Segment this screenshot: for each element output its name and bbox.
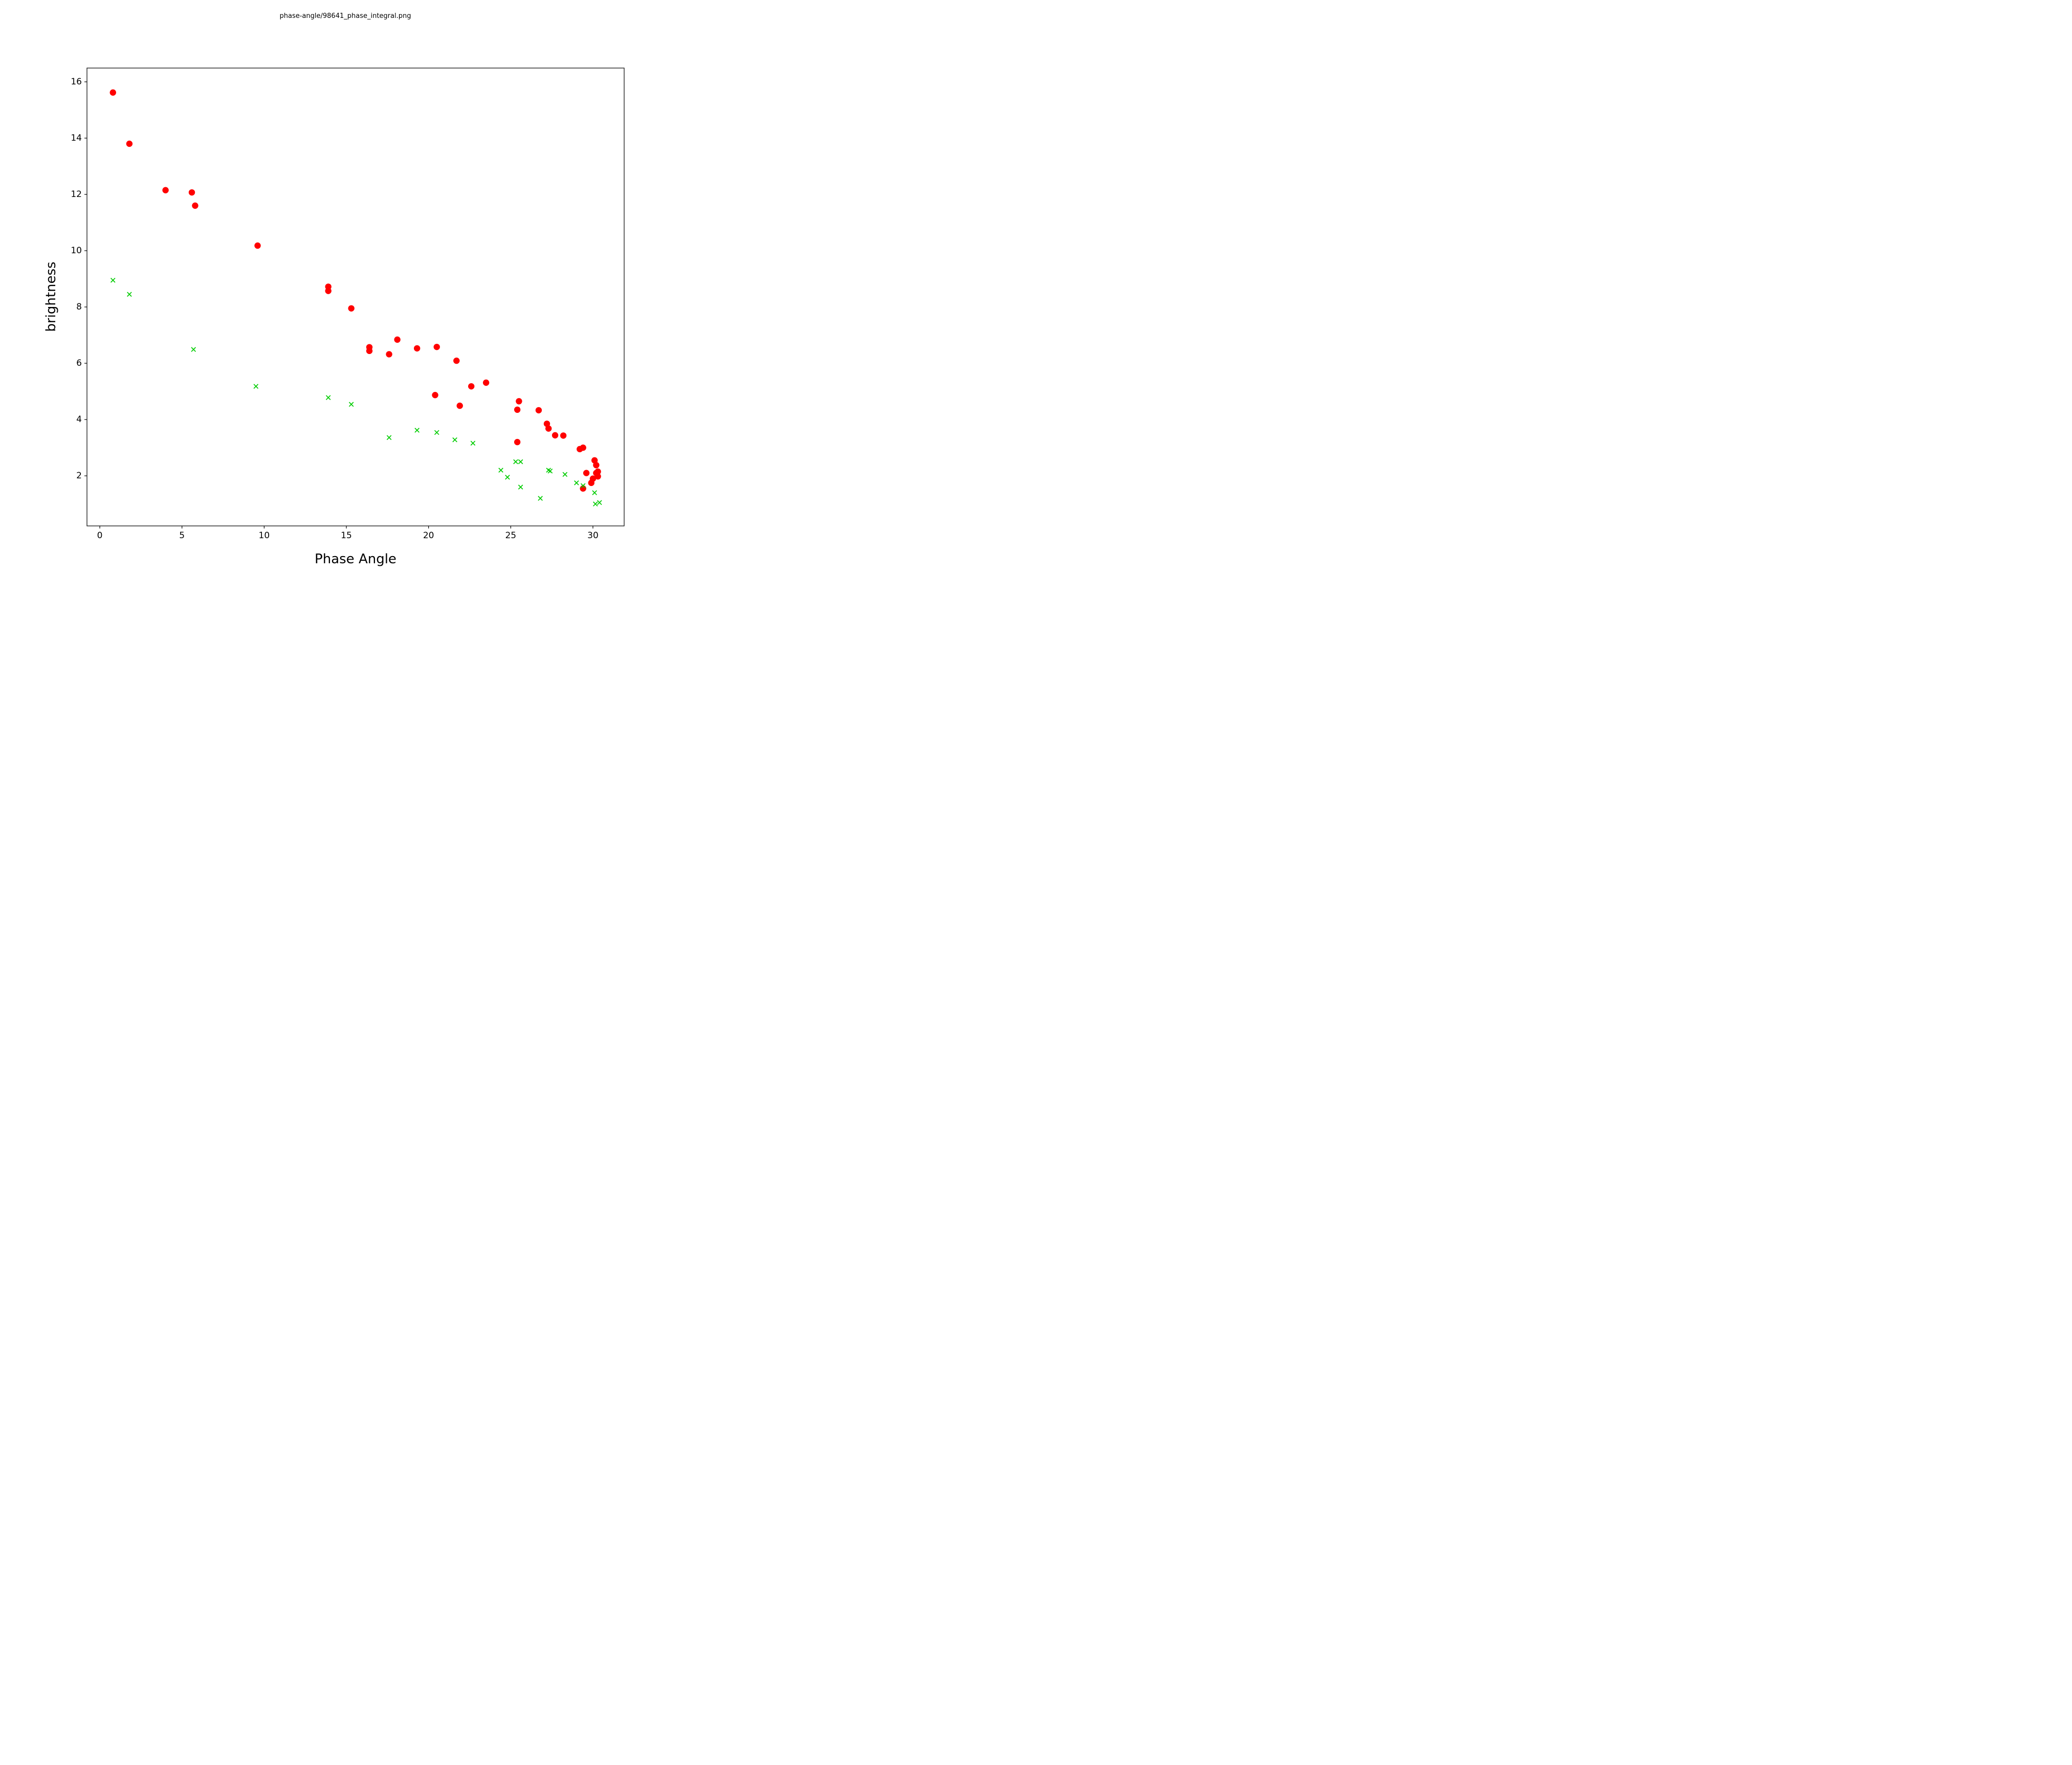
data-point-red-circles xyxy=(591,457,598,464)
x-axis-label: Phase Angle xyxy=(315,551,396,567)
y-tick-label: 10 xyxy=(71,246,82,256)
data-point-red-circles xyxy=(516,398,522,405)
x-tick-label: 20 xyxy=(423,531,434,541)
data-point-red-circles xyxy=(545,425,552,432)
data-point-red-circles xyxy=(386,351,392,358)
data-point-red-circles xyxy=(594,473,601,480)
data-point-red-circles xyxy=(583,470,590,476)
x-tick-label: 15 xyxy=(341,531,352,541)
data-point-red-circles xyxy=(535,407,542,414)
y-tick-label: 2 xyxy=(76,471,82,481)
data-point-red-circles xyxy=(433,343,440,350)
data-point-red-circles xyxy=(413,345,421,352)
data-point-green-x xyxy=(386,435,392,440)
y-tick-label: 14 xyxy=(71,133,82,143)
x-tick-label: 5 xyxy=(179,531,185,541)
data-point-green-x xyxy=(592,490,597,495)
data-point-red-circles xyxy=(456,402,463,409)
data-point-red-circles xyxy=(394,336,401,343)
data-point-green-x xyxy=(513,459,518,465)
data-point-red-circles xyxy=(254,242,261,249)
y-tick-label: 16 xyxy=(71,77,82,87)
data-point-red-circles xyxy=(593,461,600,469)
x-tick-label: 10 xyxy=(259,531,270,541)
data-point-green-x xyxy=(547,468,553,474)
data-point-green-x xyxy=(538,496,543,501)
data-point-green-x xyxy=(518,459,523,465)
x-tick-label: 25 xyxy=(505,531,516,541)
data-point-green-x xyxy=(434,430,439,435)
y-tick-label: 6 xyxy=(76,358,82,368)
data-point-green-x xyxy=(452,437,457,443)
y-axis-label: brightness xyxy=(43,261,59,332)
data-point-red-circles xyxy=(126,140,133,147)
y-tick-label: 12 xyxy=(71,189,82,200)
x-tick-label: 30 xyxy=(587,531,599,541)
data-point-red-circles xyxy=(325,288,332,294)
data-point-red-circles xyxy=(543,421,550,427)
data-point-red-circles xyxy=(453,357,460,364)
data-point-red-circles xyxy=(162,187,169,193)
data-point-green-x xyxy=(253,384,259,389)
data-point-red-circles xyxy=(109,89,116,96)
data-point-red-circles xyxy=(514,438,521,446)
data-point-red-circles xyxy=(552,432,559,439)
data-point-green-x xyxy=(110,277,116,283)
data-point-green-x xyxy=(562,472,568,477)
data-point-red-circles xyxy=(560,432,567,439)
data-point-red-circles xyxy=(482,379,490,386)
data-point-red-circles xyxy=(589,475,597,482)
axes-frame xyxy=(86,68,625,526)
data-point-green-x xyxy=(597,500,602,505)
data-point-red-circles xyxy=(188,189,195,196)
data-point-green-x xyxy=(470,440,476,446)
data-point-green-x xyxy=(325,395,331,400)
y-tick-label: 4 xyxy=(76,414,82,425)
data-point-green-x xyxy=(191,347,196,352)
figure-title: phase-angle/98641_phase_integral.png xyxy=(279,12,411,20)
data-point-green-x xyxy=(498,468,503,473)
data-point-green-x xyxy=(348,402,354,407)
data-point-red-circles xyxy=(192,202,199,209)
y-tick-label: 8 xyxy=(76,302,82,312)
data-point-green-x xyxy=(127,292,132,297)
data-point-red-circles xyxy=(366,347,373,355)
data-point-red-circles xyxy=(580,444,586,451)
x-tick-label: 0 xyxy=(97,531,103,541)
data-point-red-circles xyxy=(514,406,521,413)
scatter-plot: 0 5 10 15 20 25 30 2 4 6 8 10 12 14 16 xyxy=(71,68,625,541)
data-point-red-circles xyxy=(468,383,475,390)
data-point-green-x xyxy=(505,475,510,480)
data-point-green-x xyxy=(518,484,523,490)
data-point-green-x xyxy=(580,483,586,489)
data-point-green-x xyxy=(574,480,579,486)
data-point-red-circles xyxy=(348,305,355,312)
data-point-green-x xyxy=(592,501,598,506)
data-point-red-circles xyxy=(432,392,438,399)
data-point-red-circles xyxy=(594,468,601,475)
data-point-green-x xyxy=(414,428,420,433)
